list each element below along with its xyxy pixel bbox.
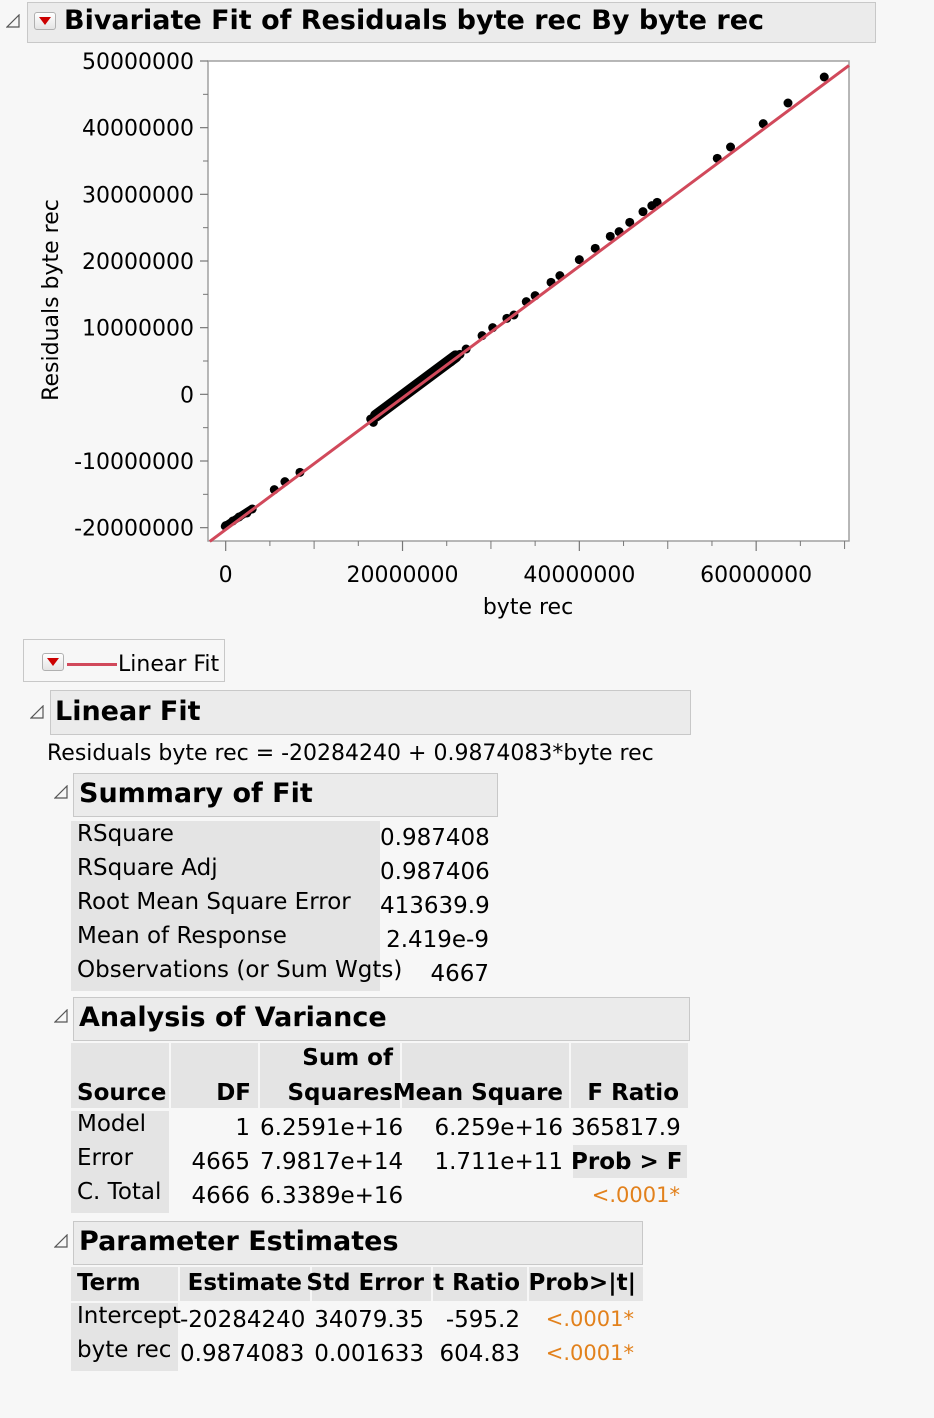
pe-p-value: <.0001* <box>545 1307 634 1331</box>
y-tick-label: 20000000 <box>82 250 194 275</box>
anova-col-df: DF <box>171 1043 258 1108</box>
anova-col-ss: Sum of Squares <box>260 1043 400 1108</box>
pe-col-stderr: Std Error <box>306 1267 431 1301</box>
anova-col-ms: Mean Square <box>393 1043 569 1108</box>
linear-fit-menu-button[interactable] <box>42 653 64 671</box>
anova-df: 1 <box>235 1115 250 1141</box>
pe-term: byte rec <box>71 1337 178 1371</box>
y-tick-label: -10000000 <box>74 450 194 475</box>
page-title: Bivariate Fit of Residuals byte rec By b… <box>64 5 765 36</box>
summary-of-fit-header[interactable] <box>73 773 498 817</box>
summary-label: RSquare Adj <box>71 855 380 889</box>
pe-col-estimate: Estimate <box>180 1267 310 1301</box>
red-triangle-icon <box>39 17 51 25</box>
x-tick-label: 20000000 <box>347 563 459 588</box>
anova-ss: 6.3389e+16 <box>260 1183 404 1209</box>
anova-title: Analysis of Variance <box>79 1002 387 1033</box>
report-title-bar <box>27 2 876 43</box>
parameter-estimates-title: Parameter Estimates <box>79 1226 399 1257</box>
anova-ms: 6.259e+16 <box>434 1115 563 1141</box>
y-tick-label: 10000000 <box>82 317 194 342</box>
legend-line-swatch <box>67 663 117 666</box>
anova-ms: 1.711e+11 <box>434 1149 563 1175</box>
data-point <box>590 243 600 253</box>
x-tick-label: 40000000 <box>523 563 635 588</box>
parameter-estimates-header[interactable] <box>73 1221 643 1265</box>
data-point <box>726 142 736 152</box>
y-tick-label: 30000000 <box>82 183 194 208</box>
legend-label: Linear Fit <box>118 652 220 677</box>
y-axis-label: Residuals byte rec <box>39 199 64 401</box>
scatter-chart: -20000000 -10000000 0 10000000 20000000 30000… <box>39 50 850 620</box>
pe-estimate: 0.9874083 <box>180 1341 305 1367</box>
x-axis-label: byte rec <box>483 595 573 620</box>
data-point <box>783 98 793 108</box>
y-tick-label: 40000000 <box>82 117 194 142</box>
linear-fit-title: Linear Fit <box>55 696 201 727</box>
anova-df: 4666 <box>191 1183 250 1209</box>
anova-source: Model <box>71 1111 169 1145</box>
summary-value: 0.987406 <box>380 859 490 885</box>
data-point <box>819 72 829 82</box>
anova-col-f: F Ratio <box>571 1043 688 1108</box>
summary-label: Mean of Response <box>71 923 380 957</box>
pe-term: Intercept <box>71 1303 181 1337</box>
fit-equation: Residuals byte rec = -20284240 + 0.98740… <box>47 741 654 766</box>
prob-f-label-bg <box>573 1145 687 1178</box>
summary-label: Observations (or Sum Wgts) <box>71 957 402 991</box>
data-point <box>574 255 584 265</box>
pe-estimate: -20284240 <box>180 1307 306 1333</box>
red-triangle-menu-button[interactable] <box>34 12 56 30</box>
pe-stderr: 34079.35 <box>314 1307 424 1333</box>
pe-t-ratio: 604.83 <box>439 1341 520 1367</box>
pe-col-p: Prob>|t| <box>528 1267 643 1301</box>
summary-label: RSquare <box>71 821 380 855</box>
y-tick-label: 50000000 <box>82 50 194 75</box>
y-tick-label: -20000000 <box>74 517 194 542</box>
summary-value: 0.987408 <box>380 825 490 851</box>
anova-source: C. Total <box>71 1179 169 1213</box>
fit-line <box>208 64 850 543</box>
anova-df: 4665 <box>191 1149 250 1175</box>
pe-col-term: Term <box>71 1267 178 1301</box>
data-point <box>638 207 648 217</box>
anova-header[interactable] <box>73 997 690 1041</box>
dense-point-cluster <box>369 350 462 422</box>
linear-fit-header[interactable] <box>50 690 691 735</box>
pe-col-t: t Ratio <box>433 1267 527 1301</box>
summary-value: 4667 <box>430 961 489 987</box>
data-point <box>625 217 635 227</box>
data-point <box>605 231 615 241</box>
prob-f-label: Prob > F <box>571 1149 683 1175</box>
summary-of-fit-title: Summary of Fit <box>79 778 313 809</box>
pe-t-ratio: -595.2 <box>445 1307 520 1333</box>
pe-stderr: 0.001633 <box>314 1341 424 1367</box>
y-tick-label: 0 <box>180 383 194 408</box>
anova-ss: 7.9817e+14 <box>260 1149 404 1175</box>
prob-f-value: <.0001* <box>591 1183 680 1207</box>
x-tick-label: 60000000 <box>700 563 812 588</box>
summary-value: 2.419e-9 <box>386 927 489 953</box>
pe-p-value: <.0001* <box>545 1341 634 1365</box>
data-point <box>652 197 662 207</box>
anova-ss: 6.2591e+16 <box>260 1115 404 1141</box>
anova-f-ratio: 365817.9 <box>571 1115 681 1141</box>
anova-source: Error <box>71 1145 169 1179</box>
summary-label: Root Mean Square Error <box>71 889 380 923</box>
x-tick-label: 0 <box>219 563 233 588</box>
anova-col-source: Source <box>71 1043 169 1108</box>
red-triangle-icon <box>47 658 59 666</box>
summary-value: 413639.9 <box>380 893 490 919</box>
